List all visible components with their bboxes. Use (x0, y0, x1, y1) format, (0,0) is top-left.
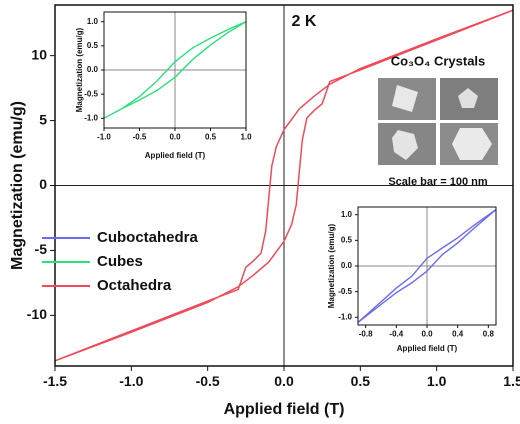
y-tick-label: 5 (39, 111, 47, 127)
x-tick-label: 0.0 (421, 330, 433, 339)
y-tick-label: 0.0 (341, 261, 353, 270)
y-tick-label: 0.5 (341, 235, 353, 244)
x-tick-label: -1.0 (97, 133, 111, 142)
y-tick-label: 0.5 (87, 41, 99, 50)
y-axis-title: Magnetization (emu/g) (75, 27, 84, 112)
x-tick-label: -1.5 (43, 373, 67, 389)
y-tick-label: -1.0 (338, 312, 352, 321)
inset-background (320, 200, 502, 356)
inset-background (68, 6, 252, 164)
x-tick-label: 1.5 (503, 373, 520, 389)
x-tick-label: 0.5 (205, 133, 217, 142)
y-tick-label: -0.5 (338, 287, 352, 296)
y-tick-label: -10 (27, 306, 47, 322)
x-tick-label: -0.5 (133, 133, 147, 142)
y-tick-label: 10 (31, 46, 47, 62)
x-axis-title: Applied field (T) (145, 151, 206, 160)
y-tick-label: 0.0 (87, 65, 99, 74)
crystal (452, 128, 492, 160)
x-tick-label: 0.8 (483, 330, 495, 339)
y-tick-label: -1.0 (84, 113, 98, 122)
y-tick-label: -5 (35, 241, 48, 257)
annotation: Scale bar = 100 nm (388, 176, 488, 188)
x-tick-label: -0.5 (196, 373, 220, 389)
x-tick-label: 0.0 (169, 133, 181, 142)
crystal (458, 88, 478, 108)
x-tick-label: -0.4 (389, 330, 403, 339)
y-tick-label: -0.5 (84, 89, 98, 98)
annotation: Co₃O₄ Crystals (391, 53, 486, 68)
x-tick-label: 0.4 (452, 330, 464, 339)
y-tick-label: 1.0 (341, 210, 353, 219)
x-tick-label: 0.5 (351, 373, 371, 389)
x-tick-label: 0.0 (274, 373, 294, 389)
x-tick-label: 1.0 (240, 133, 252, 142)
legend-label: Octahedra (97, 277, 172, 294)
x-tick-label: 1.0 (427, 373, 447, 389)
annotation: 2 K (292, 13, 317, 30)
y-axis-title: Magnetization (emu/g) (327, 223, 336, 308)
micrograph-panel (365, 48, 500, 193)
x-tick-label: -1.0 (119, 373, 143, 389)
crystal (392, 85, 418, 112)
y-axis-title: Magnetization (emu/g) (9, 101, 26, 270)
y-tick-label: 1.0 (87, 17, 99, 26)
y-tick-label: 0 (39, 176, 47, 192)
legend-label: Cubes (97, 253, 143, 270)
crystal (392, 130, 418, 160)
x-tick-label: -0.8 (359, 330, 373, 339)
x-axis-title: Applied field (T) (224, 401, 345, 418)
x-axis-title: Applied field (T) (397, 344, 458, 353)
legend-label: Cuboctahedra (97, 229, 199, 246)
